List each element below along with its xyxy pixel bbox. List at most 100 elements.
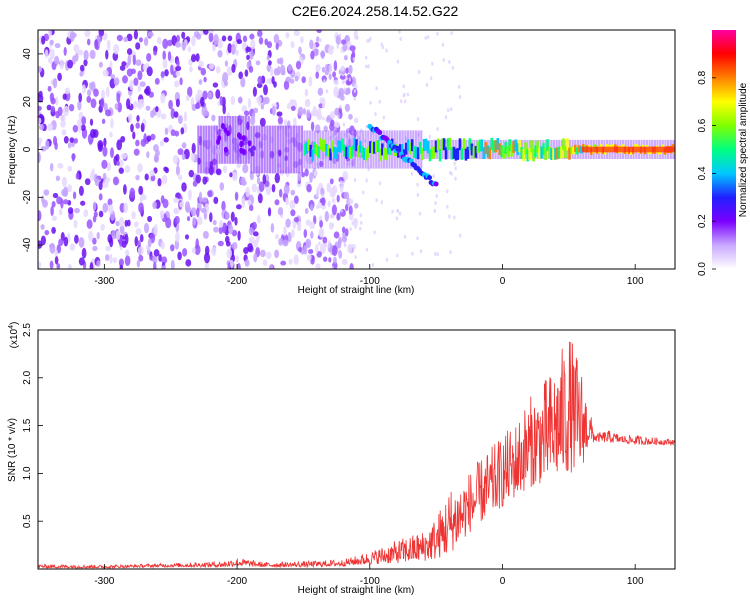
spectrogram-cell bbox=[207, 190, 213, 198]
spectrogram-cell bbox=[274, 172, 280, 184]
spectrogram-cell bbox=[135, 59, 142, 66]
spectrogram-cell bbox=[168, 99, 173, 110]
spectrogram-cell bbox=[356, 35, 359, 40]
spectrogram-cell bbox=[110, 117, 114, 129]
spectrogram-cell bbox=[202, 90, 208, 100]
spectrogram-cell bbox=[328, 240, 331, 245]
spectrogram-cell bbox=[339, 140, 342, 153]
spectrogram-cell bbox=[203, 252, 211, 264]
spectrogram-cell bbox=[398, 211, 402, 216]
spectrogram-cell bbox=[244, 69, 249, 77]
spectrogram-cell bbox=[119, 65, 126, 71]
spectrogram-cell bbox=[267, 207, 272, 217]
spectrogram-cell bbox=[219, 182, 225, 191]
spectrogram-cell bbox=[235, 126, 240, 133]
spectrogram-cell bbox=[544, 148, 547, 161]
spectrogram-cell bbox=[51, 226, 56, 234]
spectrogram-cell bbox=[195, 53, 200, 62]
spectrogram-cell bbox=[102, 172, 107, 181]
spectrogram-cell bbox=[133, 30, 138, 40]
spectrogram-cell bbox=[102, 146, 108, 157]
spectrogram-cell bbox=[245, 116, 248, 164]
spectrogram-cell bbox=[98, 180, 103, 191]
spectrogram-cell bbox=[341, 80, 345, 85]
spectrogram-cell bbox=[474, 145, 478, 158]
spectrogram-cell bbox=[426, 141, 430, 154]
spectrogram-cell bbox=[231, 241, 238, 250]
spectrogram-cell bbox=[172, 154, 179, 165]
spectrogram-cell bbox=[347, 46, 350, 51]
spectrogram-cell bbox=[213, 34, 219, 45]
spectrogram-cell bbox=[236, 39, 243, 45]
spectrogram-cell bbox=[204, 111, 210, 117]
spectrogram-cell bbox=[82, 84, 86, 94]
spectrogram-cell bbox=[195, 238, 199, 250]
spectrogram-cell bbox=[436, 138, 440, 151]
spectrogram-cell bbox=[132, 54, 136, 66]
spectrogram-cell bbox=[147, 215, 153, 223]
spectrogram-cell bbox=[247, 242, 253, 252]
spectrogram-cell bbox=[52, 77, 58, 89]
spectrogram-cell bbox=[344, 103, 351, 112]
spectrogram-cell bbox=[38, 117, 42, 124]
spectrogram-cell bbox=[371, 263, 375, 267]
spectrogram-cell bbox=[56, 196, 63, 205]
spectrogram-cell bbox=[416, 182, 419, 187]
spectrogram-cell bbox=[444, 115, 448, 120]
spectrogram-cell bbox=[574, 144, 577, 152]
spectrogram-cell bbox=[395, 146, 401, 152]
spectrogram-cell bbox=[334, 107, 341, 116]
spectrogram-cell bbox=[508, 139, 511, 152]
spectrogram-cell bbox=[304, 88, 309, 97]
spectrogram-cell bbox=[147, 238, 152, 248]
spectrogram-cell bbox=[402, 93, 405, 98]
spectrogram-cell bbox=[387, 142, 390, 155]
spectrogram-cell bbox=[290, 189, 296, 196]
spectrogram-cell bbox=[484, 142, 488, 155]
spectrogram-cell bbox=[290, 229, 295, 238]
spectrogram-cell bbox=[338, 176, 344, 183]
spectrogram-cell bbox=[231, 63, 236, 74]
spectrogram-cell bbox=[308, 248, 314, 255]
y-tick-label: 0.5 bbox=[22, 514, 33, 528]
spectrogram-cell bbox=[170, 108, 176, 119]
spectrogram-cell bbox=[257, 193, 263, 204]
spectrogram-cell bbox=[69, 137, 75, 143]
spectrogram-cell bbox=[72, 55, 76, 65]
spectrogram-cell bbox=[86, 89, 92, 97]
spectrogram-cell bbox=[316, 36, 320, 43]
spectrogram-cell bbox=[293, 30, 300, 37]
spectrogram-cell bbox=[306, 254, 312, 262]
spectrogram-cell bbox=[329, 111, 336, 120]
spectrogram-cell bbox=[113, 44, 120, 55]
spectrogram-cell bbox=[194, 103, 201, 109]
spectrogram-cell bbox=[330, 186, 336, 197]
spectrogram-cell bbox=[448, 59, 451, 64]
spectrogram-cell bbox=[325, 64, 330, 70]
spectrogram-cell bbox=[213, 196, 219, 205]
spectrogram-cell bbox=[339, 33, 342, 38]
spectrogram-cell bbox=[498, 143, 501, 156]
spectrogram-cell bbox=[310, 50, 315, 60]
spectrogram-cell bbox=[438, 149, 442, 162]
spectrogram-cell bbox=[375, 86, 378, 91]
spectrogram-cell bbox=[363, 139, 367, 143]
spectrogram-cell bbox=[221, 116, 224, 164]
spectrogram-cell bbox=[160, 71, 165, 78]
spectrogram-cell bbox=[260, 125, 264, 174]
spectrogram-cell bbox=[175, 70, 181, 77]
spectrogram-cell bbox=[391, 209, 394, 214]
spectrogram-cell bbox=[188, 169, 195, 178]
spectrogram-cell bbox=[103, 102, 108, 112]
spectrogram-cell bbox=[432, 174, 435, 179]
spectrogram-cell bbox=[175, 65, 182, 72]
spectrogram-cell bbox=[86, 219, 93, 229]
spectrogram-cell bbox=[208, 32, 214, 43]
spectrogram-cell bbox=[277, 206, 284, 216]
spectrogram-cell bbox=[238, 71, 244, 80]
spectrogram-cell bbox=[258, 37, 264, 45]
spectrogram-cell bbox=[205, 125, 208, 174]
spectrogram-cell bbox=[263, 125, 266, 174]
spectrogram-cell bbox=[348, 64, 353, 75]
